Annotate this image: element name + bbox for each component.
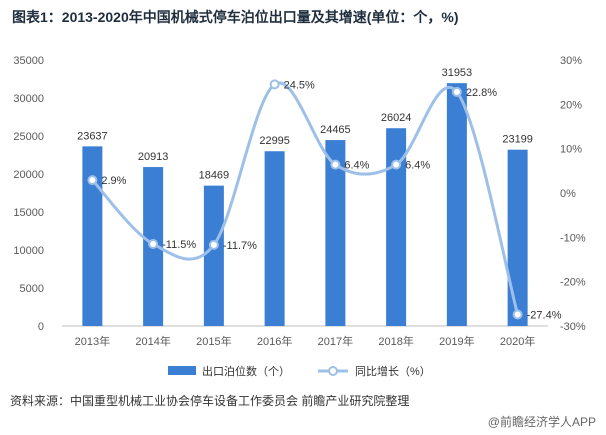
growth-point bbox=[208, 239, 219, 250]
growth-value-label: -11.7% bbox=[223, 240, 257, 252]
right-axis-tick-label: 10% bbox=[560, 144, 582, 156]
bar-value-label: 20913 bbox=[138, 151, 169, 163]
x-axis-tick-label: 2020年 bbox=[500, 334, 535, 348]
x-axis-tick-label: 2016年 bbox=[257, 334, 292, 348]
x-axis-tick-label: 2018年 bbox=[378, 334, 413, 348]
chart-title: 图表1：2013-2020年中国机械式停车泊位出口量及其增速(单位：个，%) bbox=[12, 9, 459, 25]
growth-point bbox=[451, 86, 462, 97]
right-axis-tick-label: -10% bbox=[560, 232, 586, 244]
growth-point bbox=[330, 159, 341, 170]
brand-watermark: @前瞻经济学人APP bbox=[487, 415, 596, 429]
legend-swatch-bars bbox=[168, 366, 196, 375]
bar-value-label: 26024 bbox=[381, 112, 412, 124]
right-axis-tick-label: -20% bbox=[560, 277, 586, 289]
growth-value-label: 2.9% bbox=[101, 175, 126, 187]
x-axis-tick-label: 2014年 bbox=[135, 334, 170, 348]
left-axis-tick-label: 20000 bbox=[13, 169, 44, 181]
left-axis-tick-label: 15000 bbox=[13, 207, 44, 219]
x-axis-tick-label: 2013年 bbox=[75, 334, 110, 348]
bar bbox=[386, 128, 407, 326]
bar-value-label: 23199 bbox=[502, 134, 533, 146]
growth-point bbox=[391, 159, 402, 170]
bar-value-label: 23637 bbox=[77, 130, 108, 142]
x-axis-tick-label: 2017年 bbox=[318, 334, 353, 348]
bar-value-label: 24465 bbox=[320, 124, 351, 136]
growth-value-label: 6.4% bbox=[405, 160, 430, 172]
growth-value-label: -11.5% bbox=[162, 239, 196, 251]
right-axis-tick-label: 0% bbox=[560, 188, 576, 200]
x-axis-tick-label: 2015年 bbox=[196, 334, 231, 348]
bar bbox=[82, 146, 103, 326]
legend-swatch-point bbox=[328, 366, 338, 376]
bar bbox=[446, 83, 467, 327]
left-axis-tick-label: 25000 bbox=[13, 131, 44, 143]
bar-value-label: 18469 bbox=[199, 170, 230, 182]
growth-value-label: -27.4% bbox=[527, 309, 562, 321]
growth-point bbox=[512, 309, 523, 320]
source-note: 资料来源：中国重型机械工业协会停车设备工作委员会 前瞻产业研究院整理 bbox=[10, 394, 410, 408]
bar-value-label: 31953 bbox=[442, 67, 473, 79]
left-axis-tick-label: 10000 bbox=[13, 245, 44, 257]
legend-label-line: 同比增长（%） bbox=[355, 364, 431, 378]
x-axis-tick-label: 2019年 bbox=[439, 334, 474, 348]
bar-value-label: 22995 bbox=[259, 135, 290, 147]
right-axis-tick-label: -30% bbox=[560, 321, 586, 333]
bar bbox=[325, 140, 346, 326]
left-axis-tick-label: 35000 bbox=[13, 55, 44, 67]
growth-value-label: 22.8% bbox=[466, 87, 497, 99]
right-axis-tick-label: 30% bbox=[560, 55, 582, 67]
growth-value-label: 6.4% bbox=[344, 160, 369, 172]
legend-label-bars: 出口泊位数（个） bbox=[202, 364, 290, 378]
growth-line bbox=[90, 81, 520, 316]
bar bbox=[264, 151, 285, 326]
bar bbox=[507, 149, 528, 326]
left-axis-tick-label: 0 bbox=[38, 321, 44, 333]
growth-point bbox=[148, 238, 159, 249]
left-axis-tick-label: 30000 bbox=[13, 93, 44, 105]
growth-point bbox=[87, 175, 98, 186]
bar bbox=[203, 185, 224, 326]
growth-point bbox=[269, 79, 280, 90]
left-axis-tick-label: 5000 bbox=[20, 283, 44, 295]
growth-value-label: 24.5% bbox=[284, 79, 315, 91]
right-axis-tick-label: 20% bbox=[560, 99, 582, 111]
